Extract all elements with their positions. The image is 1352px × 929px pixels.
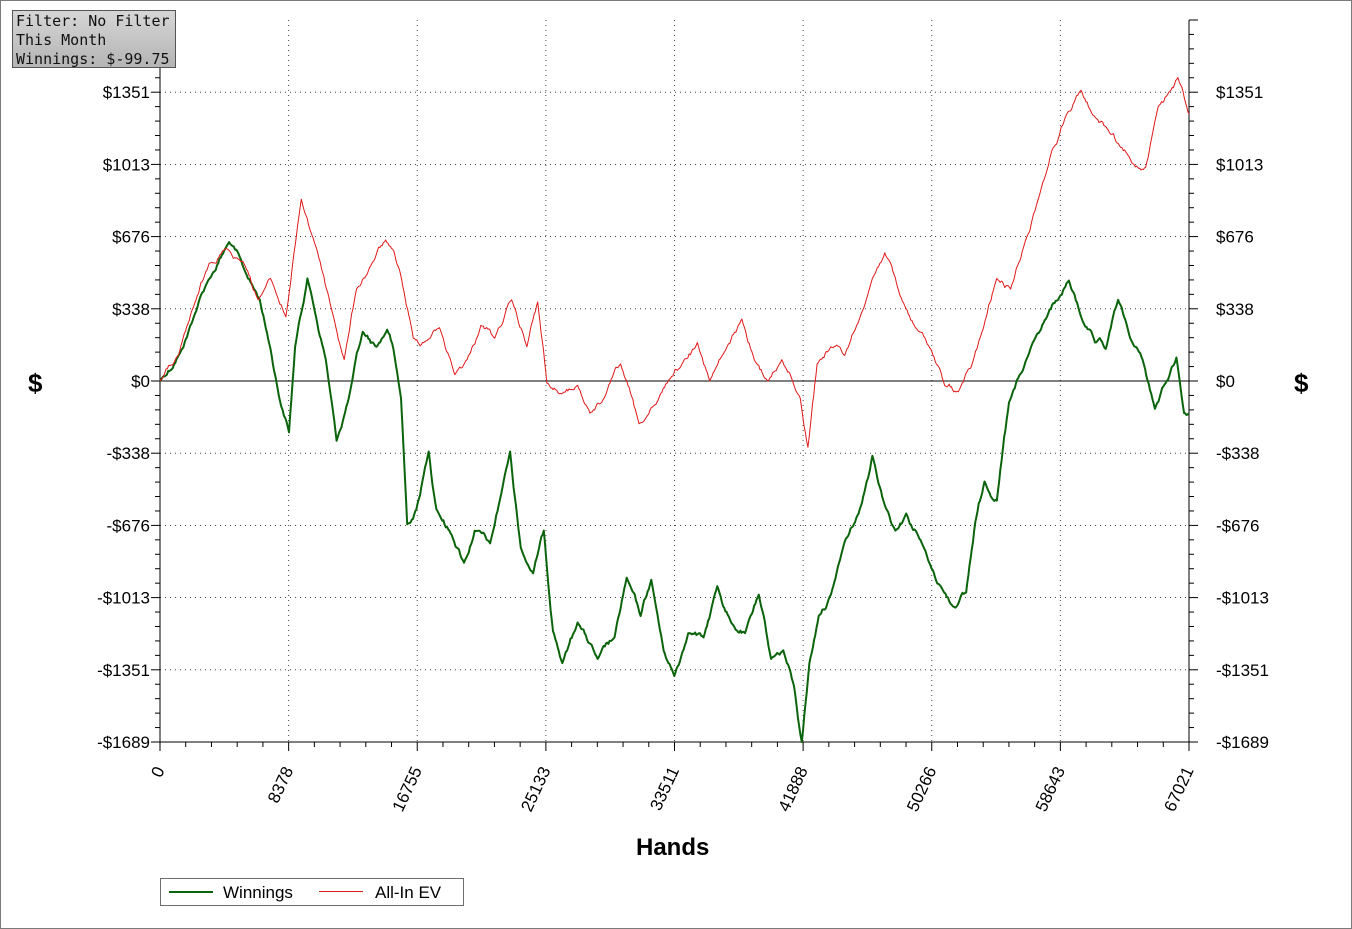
y-tick-label-right: -$1013 bbox=[1216, 589, 1269, 608]
tick-label-layer: $1351 $1351 $1013 $1013 $676 $676 $338 $338 $0 $0… bbox=[97, 83, 1269, 814]
x-tick-label: 0 bbox=[147, 764, 168, 781]
x-tick-label: 41888 bbox=[775, 764, 812, 815]
y-tick-label-right: -$1689 bbox=[1216, 733, 1269, 752]
x-tick-label: 16755 bbox=[389, 764, 426, 815]
x-tick-label: 58643 bbox=[1032, 764, 1069, 815]
y-tick-label-right: $676 bbox=[1216, 228, 1254, 247]
x-axis-title: Hands bbox=[636, 834, 710, 861]
y-tick-label-right: $1351 bbox=[1216, 83, 1263, 102]
winnings-line: Winnings: $-99.75 bbox=[16, 50, 170, 68]
x-tick-label: 67021 bbox=[1160, 764, 1197, 815]
x-tick-label: 50266 bbox=[903, 764, 940, 815]
x-tick-label: 33511 bbox=[646, 764, 683, 814]
y-tick-label-right: $1013 bbox=[1216, 155, 1263, 174]
chart-legend: Winnings All-In EV bbox=[160, 878, 464, 906]
allin-ev-series-line bbox=[159, 77, 1190, 448]
y-tick-label-right: -$676 bbox=[1216, 516, 1259, 535]
y-tick-label-right: -$1351 bbox=[1216, 661, 1269, 680]
y-tick-label-left: -$338 bbox=[107, 444, 150, 463]
y-tick-label-left: $1351 bbox=[103, 83, 150, 102]
winnings-series-line bbox=[159, 241, 1190, 743]
y-tick-label-left: -$1013 bbox=[97, 589, 150, 608]
y-tick-label-left: $1013 bbox=[103, 155, 150, 174]
y-axis-title-left: $ bbox=[28, 368, 43, 398]
y-tick-label-left: -$1689 bbox=[97, 733, 150, 752]
series-layer bbox=[159, 77, 1190, 743]
filter-info-box: Filter: No Filter This Month Winnings: $… bbox=[12, 10, 176, 68]
y-axis-title-right: $ bbox=[1294, 368, 1309, 398]
legend-label-allin-ev: All-In EV bbox=[375, 883, 442, 902]
y-tick-label-left: -$1351 bbox=[97, 661, 150, 680]
filter-line: Filter: No Filter bbox=[16, 12, 170, 30]
period-line: This Month bbox=[16, 31, 107, 49]
y-tick-label-left: $338 bbox=[112, 300, 150, 319]
y-tick-label-right: -$338 bbox=[1216, 444, 1259, 463]
x-tick-label: 25133 bbox=[517, 764, 554, 815]
y-tick-label-left: -$676 bbox=[107, 516, 150, 535]
y-tick-label-left: $676 bbox=[112, 228, 150, 247]
y-tick-label-right: $338 bbox=[1216, 300, 1254, 319]
legend-swatch-winnings bbox=[169, 891, 213, 893]
legend-label-winnings: Winnings bbox=[223, 883, 293, 902]
x-tick-label: 8378 bbox=[264, 764, 297, 806]
y-tick-label-left: $0 bbox=[131, 372, 150, 391]
y-tick-label-right: $0 bbox=[1216, 372, 1235, 391]
legend-swatch-allin-ev bbox=[319, 891, 363, 892]
